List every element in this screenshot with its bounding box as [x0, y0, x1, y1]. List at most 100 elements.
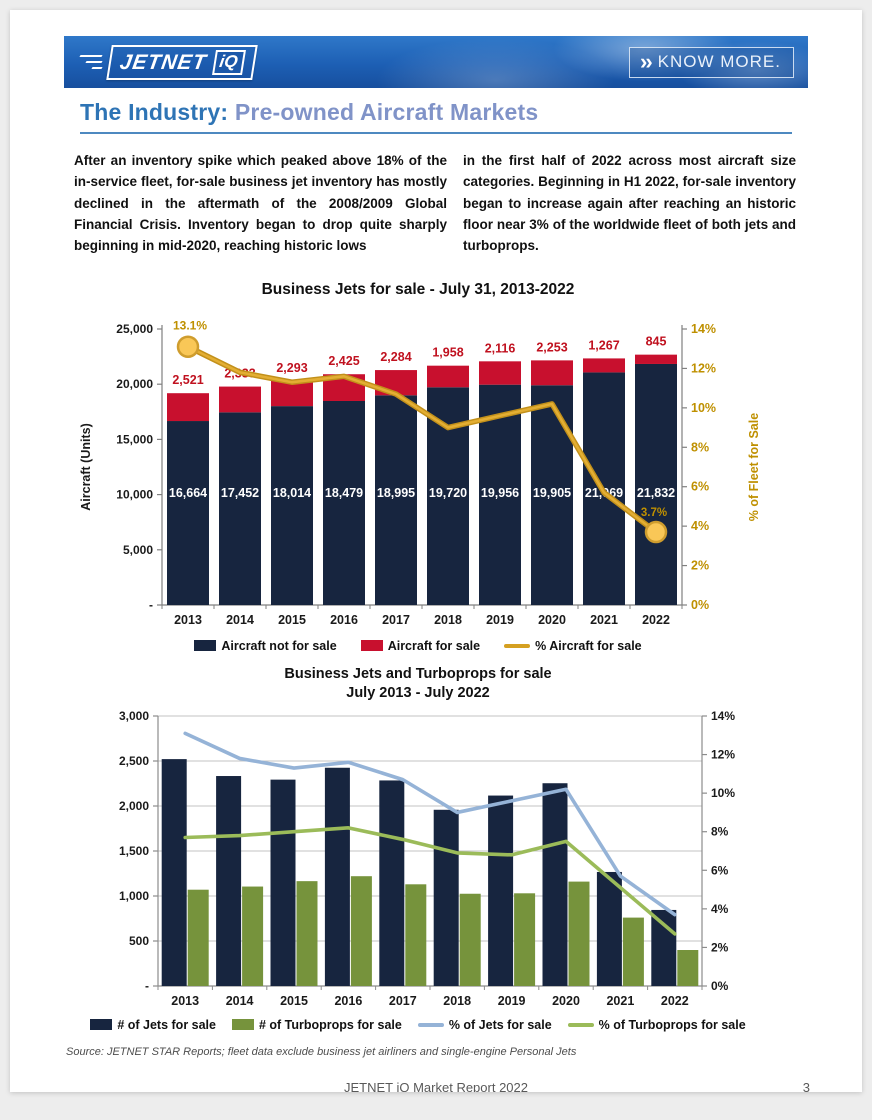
- svg-text:10,000: 10,000: [116, 487, 153, 501]
- chart2-title: Business Jets and Turboprops for sale Ju…: [68, 665, 768, 704]
- svg-text:2,500: 2,500: [119, 754, 149, 768]
- svg-text:2019: 2019: [498, 994, 526, 1008]
- legend-label: % of Turboprops for sale: [598, 1017, 746, 1032]
- svg-text:2%: 2%: [691, 558, 709, 572]
- logo-text-jetnet: JETNET: [118, 50, 209, 73]
- svg-text:2014: 2014: [226, 994, 254, 1008]
- green-line-icon: [567, 1022, 594, 1027]
- chart2-title-line2: July 2013 - July 2022: [346, 685, 490, 702]
- svg-text:19,720: 19,720: [429, 485, 467, 499]
- svg-text:-: -: [149, 598, 153, 612]
- legend-label: # of Turboprops for sale: [258, 1017, 402, 1032]
- svg-text:6%: 6%: [711, 863, 729, 877]
- svg-text:5,000: 5,000: [123, 542, 153, 556]
- blue-line-icon: [417, 1022, 444, 1027]
- navy-square-icon: [194, 640, 217, 652]
- intro-text: After an inventory spike which peaked ab…: [74, 150, 796, 257]
- navy-square-icon: [90, 1019, 113, 1031]
- svg-text:4%: 4%: [711, 902, 729, 916]
- svg-text:1,000: 1,000: [119, 889, 149, 903]
- know-more-label: KNOW MORE.: [657, 51, 781, 71]
- svg-text:2,116: 2,116: [485, 341, 516, 355]
- svg-text:2%: 2%: [711, 940, 729, 954]
- svg-text:0%: 0%: [691, 598, 709, 612]
- svg-text:2015: 2015: [280, 994, 308, 1008]
- svg-text:2016: 2016: [330, 613, 358, 627]
- svg-text:0%: 0%: [711, 979, 729, 993]
- legend-item-jets: # of Jets for sale: [90, 1018, 216, 1032]
- legend-label: % of Jets for sale: [448, 1017, 552, 1032]
- svg-text:2017: 2017: [389, 994, 417, 1008]
- svg-text:18,014: 18,014: [273, 485, 311, 499]
- svg-text:2020: 2020: [552, 994, 580, 1008]
- svg-text:2,253: 2,253: [536, 340, 567, 354]
- svg-text:2,293: 2,293: [276, 360, 307, 374]
- svg-text:14%: 14%: [711, 709, 735, 723]
- svg-text:17,452: 17,452: [221, 485, 259, 499]
- svg-text:2,425: 2,425: [328, 354, 359, 368]
- legend-label: # of Jets for sale: [117, 1017, 216, 1032]
- legend-item-pct-jets: % of Jets for sale: [417, 1017, 552, 1032]
- legend-item-turboprops: # of Turboprops for sale: [231, 1017, 402, 1032]
- svg-text:2015: 2015: [278, 613, 306, 627]
- svg-text:Aircraft (Units): Aircraft (Units): [79, 423, 93, 511]
- svg-text:10%: 10%: [691, 400, 716, 414]
- svg-text:19,956: 19,956: [481, 485, 519, 499]
- svg-text:% of Fleet for Sale: % of Fleet for Sale: [747, 412, 761, 520]
- chart1-legend: Aircraft not for sale Aircraft for sale …: [68, 639, 768, 653]
- svg-text:19,905: 19,905: [533, 485, 571, 499]
- legend-item-pct-turboprops: % of Turboprops for sale: [567, 1017, 746, 1032]
- svg-text:2019: 2019: [486, 613, 514, 627]
- legend-label: Aircraft not for sale: [221, 638, 337, 653]
- page-footer: JETNET iQ Market Report 2022 3: [10, 1080, 862, 1092]
- svg-text:-: -: [145, 979, 149, 993]
- jetnet-iq-logo: JETNET iQ: [79, 44, 259, 80]
- chart2-svg: 3,000 2,500 2,000 1,500 1,000 500 - 14% 12% 10% 8%…: [119, 709, 735, 1008]
- svg-text:16,664: 16,664: [169, 485, 207, 499]
- intro-paragraph-left: After an inventory spike which peaked ab…: [74, 153, 447, 254]
- gold-line-icon: [504, 643, 531, 648]
- svg-text:13.1%: 13.1%: [173, 318, 207, 332]
- svg-text:2022: 2022: [642, 613, 670, 627]
- svg-text:21,832: 21,832: [637, 485, 675, 499]
- svg-text:2022: 2022: [661, 994, 689, 1008]
- header-banner: JETNET iQ ›› KNOW MORE.: [64, 36, 808, 88]
- svg-text:1,500: 1,500: [119, 844, 149, 858]
- page-number: 3: [802, 1079, 810, 1092]
- svg-text:2017: 2017: [382, 613, 410, 627]
- svg-text:2,000: 2,000: [119, 799, 149, 813]
- svg-text:25,000: 25,000: [116, 322, 153, 336]
- page-title-prefix: The Industry:: [80, 99, 229, 125]
- svg-text:2021: 2021: [590, 613, 618, 627]
- svg-text:14%: 14%: [691, 322, 716, 336]
- svg-text:1,958: 1,958: [432, 345, 463, 359]
- report-page: JETNET iQ ›› KNOW MORE. The Industry: Pr…: [10, 10, 862, 1092]
- double-chevron-icon: ››: [640, 48, 653, 74]
- page-title: The Industry: Pre-owned Aircraft Markets: [80, 99, 792, 126]
- footer-title: JETNET iQ Market Report 2022: [344, 1079, 528, 1092]
- svg-text:10%: 10%: [711, 786, 735, 800]
- red-square-icon: [360, 640, 383, 652]
- legend-item-not-for-sale: Aircraft not for sale: [194, 638, 337, 653]
- chart1-svg: 25,000 20,000 15,000 10,000 5,000 - 14% 12% 10% 8…: [79, 318, 761, 627]
- svg-text:2013: 2013: [171, 994, 199, 1008]
- intro-paragraph-right: in the first half of 2022 across most ai…: [462, 153, 796, 254]
- chart2-legend: # of Jets for sale # of Turboprops for s…: [68, 1018, 768, 1032]
- chart2-block: Business Jets and Turboprops for sale Ju…: [68, 665, 768, 1032]
- svg-text:3,000: 3,000: [119, 709, 149, 723]
- svg-text:20,000: 20,000: [116, 377, 153, 391]
- know-more-button[interactable]: ›› KNOW MORE.: [629, 46, 794, 78]
- legend-item-pct-for-sale: % Aircraft for sale: [504, 639, 642, 653]
- svg-text:12%: 12%: [691, 361, 716, 375]
- chart1-block: Business Jets for sale - July 31, 2013-2…: [68, 281, 768, 653]
- svg-text:2,284: 2,284: [380, 350, 411, 364]
- svg-text:2016: 2016: [334, 994, 362, 1008]
- title-underline: [80, 132, 792, 134]
- svg-text:12%: 12%: [711, 747, 735, 761]
- logo-text-iq: iQ: [211, 49, 247, 75]
- svg-text:2021: 2021: [606, 994, 634, 1008]
- svg-text:18,479: 18,479: [325, 485, 363, 499]
- green-square-icon: [231, 1019, 254, 1031]
- svg-text:6%: 6%: [691, 479, 709, 493]
- chart1-title: Business Jets for sale - July 31, 2013-2…: [261, 280, 575, 298]
